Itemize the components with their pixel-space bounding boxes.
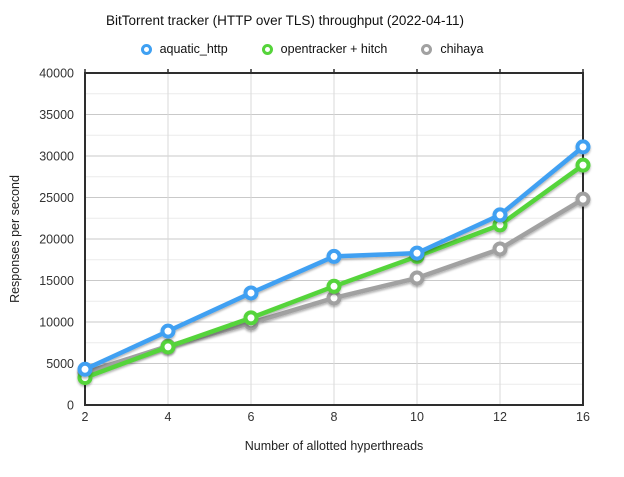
legend-item-aquatic-http: aquatic_http <box>140 42 228 56</box>
y-axis-title: Responses per second <box>8 175 22 303</box>
series-marker-icon <box>140 43 152 55</box>
svg-text:5000: 5000 <box>46 357 74 371</box>
svg-text:16: 16 <box>576 410 590 424</box>
svg-text:30000: 30000 <box>39 150 74 164</box>
legend: aquatic_http opentracker + hitch chihaya <box>0 42 624 56</box>
svg-text:8: 8 <box>331 410 338 424</box>
svg-text:4: 4 <box>165 410 172 424</box>
svg-text:12: 12 <box>493 410 507 424</box>
legend-item-opentracker-hitch: opentracker + hitch <box>261 42 388 56</box>
svg-text:2: 2 <box>82 410 89 424</box>
series-marker-icon <box>421 43 433 55</box>
svg-text:40000: 40000 <box>39 67 74 81</box>
svg-text:0: 0 <box>67 399 74 413</box>
legend-label: chihaya <box>440 42 484 56</box>
series-marker-icon <box>261 43 273 55</box>
svg-text:10000: 10000 <box>39 316 74 330</box>
legend-item-chihaya: chihaya <box>421 42 483 56</box>
legend-label: aquatic_http <box>159 42 228 56</box>
svg-text:25000: 25000 <box>39 191 74 205</box>
svg-text:35000: 35000 <box>39 108 74 122</box>
svg-text:6: 6 <box>248 410 255 424</box>
svg-text:15000: 15000 <box>39 274 74 288</box>
svg-text:10: 10 <box>410 410 424 424</box>
svg-text:20000: 20000 <box>39 233 74 247</box>
x-axis-title: Number of allotted hyperthreads <box>244 439 424 453</box>
chart-title: BitTorrent tracker (HTTP over TLS) throu… <box>106 13 464 28</box>
legend-label: opentracker + hitch <box>280 42 388 56</box>
